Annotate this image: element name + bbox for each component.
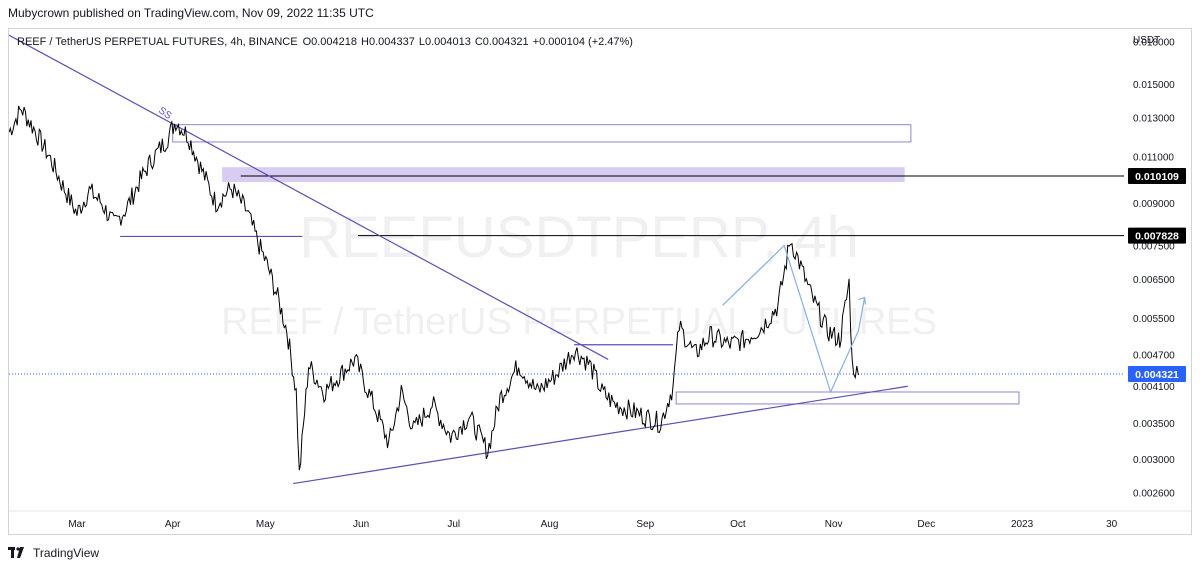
header-field-1: O0.004218 bbox=[303, 36, 357, 48]
footer: TradingView bbox=[8, 543, 99, 563]
chart-panel[interactable]: REEFUSDTPERP, 4h REEF / TetherUS PERPETUA… bbox=[8, 28, 1192, 535]
price-tag-0: 0.010109 bbox=[1135, 171, 1179, 183]
price-tags: 0.010109 0.007828 0.004321 bbox=[1128, 168, 1186, 383]
price-series bbox=[9, 105, 859, 471]
y-tick-12: 0.002600 bbox=[1133, 488, 1175, 499]
y-tick-9: 0.004100 bbox=[1133, 382, 1175, 393]
x-tick-2: May bbox=[256, 519, 275, 530]
watermark-ticker: REEFUSDTPERP, 4h bbox=[299, 205, 859, 270]
x-tick-1: Apr bbox=[165, 519, 181, 530]
time-axis: Mar Apr May Jun Jul Aug Sep Oct Nov Dec 2023 30 bbox=[9, 510, 1191, 530]
price-tag-bg-1 bbox=[1128, 227, 1186, 244]
trendline-0 bbox=[9, 34, 609, 360]
header-field-5: +0.000104 (+2.47%) bbox=[533, 36, 633, 48]
price-tag-bg-0 bbox=[1128, 168, 1186, 185]
trendline-1 bbox=[293, 385, 908, 485]
y-tick-5: 0.007500 bbox=[1133, 242, 1175, 253]
x-tick-8: Nov bbox=[825, 519, 843, 530]
header-field-0: REEF / TetherUS PERPETUAL FUTURES, 4h, B… bbox=[17, 36, 298, 48]
y-tick-2: 0.013000 bbox=[1133, 113, 1175, 124]
y-tick-4: 0.009000 bbox=[1133, 199, 1175, 210]
header-field-2: H0.004337 bbox=[361, 36, 415, 48]
projection-arrowhead bbox=[858, 296, 867, 305]
zone-0 bbox=[172, 124, 912, 143]
x-tick-5: Aug bbox=[541, 519, 559, 530]
y-tick-8: 0.004700 bbox=[1133, 350, 1175, 361]
chart-watermark: REEFUSDTPERP, 4h REEF / TetherUS PERPETUA… bbox=[221, 205, 937, 343]
footer-brand: TradingView bbox=[33, 546, 100, 560]
x-tick-6: Sep bbox=[636, 519, 654, 530]
projection-line bbox=[722, 244, 866, 394]
y-axis-label: USDT bbox=[1133, 35, 1160, 46]
y-tick-11: 0.003000 bbox=[1133, 455, 1175, 466]
annotation-0: SS bbox=[156, 105, 174, 122]
watermark-description: REEF / TetherUS PERPETUAL FUTURES bbox=[221, 301, 937, 343]
y-tick-7: 0.005500 bbox=[1133, 314, 1175, 325]
zone-2 bbox=[675, 391, 1020, 405]
header-field-4: C0.004321 bbox=[475, 36, 529, 48]
symbol-header: REEF / TetherUS PERPETUAL FUTURES, 4h, B… bbox=[17, 36, 633, 48]
x-tick-3: Jun bbox=[353, 519, 369, 530]
header-field-3: L0.004013 bbox=[419, 36, 471, 48]
y-tick-1: 0.015000 bbox=[1133, 80, 1175, 91]
price-chart[interactable]: REEFUSDTPERP, 4h REEF / TetherUS PERPETUA… bbox=[9, 29, 1191, 534]
price-tag-1: 0.007828 bbox=[1135, 231, 1179, 243]
horizontal-levels bbox=[9, 175, 1124, 375]
trendlines bbox=[9, 34, 908, 485]
y-tick-6: 0.006500 bbox=[1133, 275, 1175, 286]
tradingview-logo-icon bbox=[8, 547, 24, 558]
projection-path bbox=[722, 244, 867, 394]
symbol-header-text: REEF / TetherUS PERPETUAL FUTURES, 4h, B… bbox=[17, 36, 633, 48]
x-tick-7: Oct bbox=[730, 519, 746, 530]
price-line bbox=[9, 105, 859, 471]
zone-1 bbox=[222, 167, 905, 183]
y-tick-0: 0.018000 bbox=[1133, 38, 1175, 49]
y-tick-3: 0.011000 bbox=[1133, 152, 1174, 163]
y-tick-10: 0.003500 bbox=[1133, 419, 1175, 430]
price-tag-bg-2 bbox=[1128, 366, 1186, 383]
x-tick-4: Jul bbox=[447, 519, 460, 530]
annotations: SS bbox=[156, 105, 174, 122]
publisher-line: Mubycrown published on TradingView.com, … bbox=[8, 6, 374, 20]
x-tick-10: 2023 bbox=[1011, 519, 1034, 530]
price-tag-2: 0.004321 bbox=[1135, 369, 1179, 381]
x-tick-11: 30 bbox=[1106, 519, 1118, 530]
x-tick-0: Mar bbox=[68, 519, 86, 530]
x-tick-9: Dec bbox=[917, 519, 935, 530]
